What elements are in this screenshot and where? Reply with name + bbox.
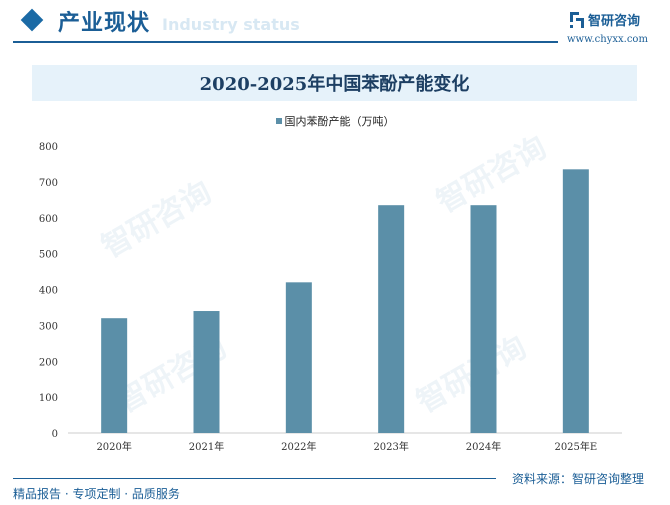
bar: [470, 205, 497, 433]
chart-title-band: 2020-2025年中国苯酚产能变化: [32, 65, 637, 101]
bar: [101, 318, 128, 433]
y-tick-label: 400: [39, 286, 58, 297]
y-tick-label: 200: [39, 357, 58, 368]
section-title: 产业现状: [58, 11, 151, 36]
y-tick-label: 500: [39, 250, 58, 261]
legend-swatch: [275, 118, 282, 124]
section-subtitle: Industry status: [162, 15, 300, 34]
y-tick-label: 0: [52, 429, 58, 440]
header-divider: [13, 41, 558, 43]
bar: [562, 169, 589, 433]
y-tick-label: 800: [39, 142, 58, 153]
brand-logo: 智研咨询: [570, 10, 640, 29]
y-tick-label: 700: [39, 178, 58, 189]
y-tick-label: 600: [39, 214, 58, 225]
bar-chart: 0 100 200 300 400 500 600 700 800 2020年 2021年 2022年…: [39, 142, 622, 453]
bar: [378, 205, 405, 433]
x-tick-label: 2025年E: [554, 440, 597, 453]
website-url: www.chyxx.com: [567, 34, 648, 45]
x-tick-label: 2024年: [466, 440, 501, 453]
x-tick-label: 2021年: [189, 440, 224, 453]
y-tick-label: 100: [39, 393, 58, 404]
bar: [193, 311, 220, 433]
bar: [285, 282, 312, 433]
chart-title: 2020-2025年中国苯酚产能变化: [199, 74, 470, 95]
x-tick-label: 2023年: [373, 440, 408, 453]
x-tick-label: 2020年: [96, 440, 131, 453]
logo-text: 智研咨询: [588, 14, 641, 29]
footer-slogan: 精品报告 · 专项定制 · 品质服务: [13, 487, 180, 501]
legend: 国内苯酚产能（万吨）: [0, 113, 670, 129]
footer-divider: [13, 478, 496, 479]
legend-label: 国内苯酚产能（万吨）: [284, 115, 395, 128]
x-tick-label: 2022年: [281, 440, 316, 453]
source-note: 资料来源：智研咨询整理: [512, 472, 645, 486]
y-tick-label: 300: [39, 321, 58, 332]
logo-icon: [570, 11, 584, 28]
